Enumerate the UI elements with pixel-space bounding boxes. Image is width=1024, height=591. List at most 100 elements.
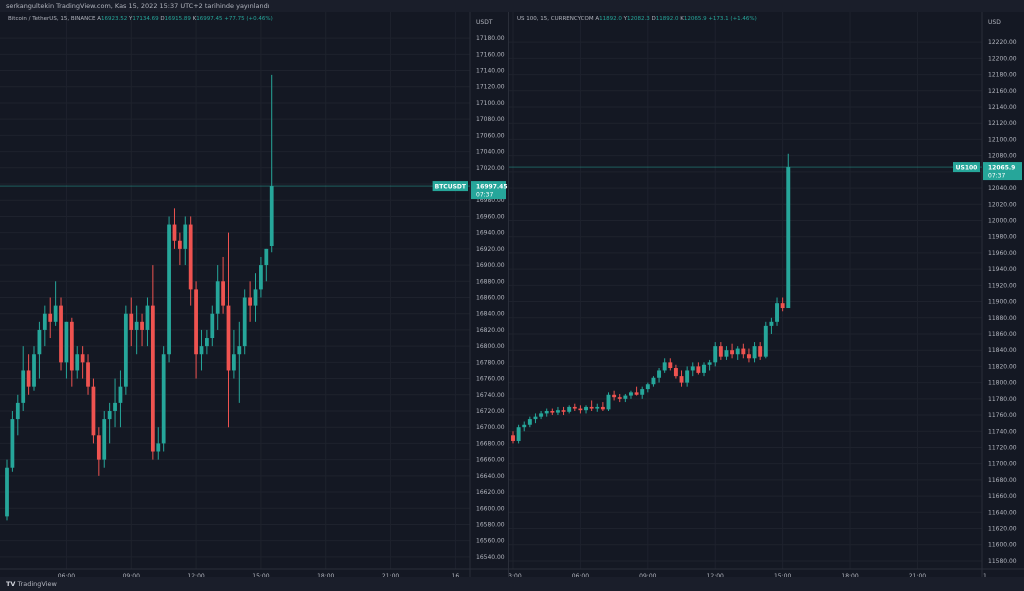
us100-candle-body: [786, 167, 791, 309]
btc-candle-body: [253, 289, 258, 306]
btc-open-label: A: [97, 16, 102, 22]
btc-candle-body: [199, 346, 204, 355]
btc-candle-body: [59, 305, 63, 363]
us100-y-tick-label: 11820.00: [988, 363, 1017, 370]
btc-candle-body: [96, 435, 101, 460]
btc-x-tick-label: 18:00: [317, 573, 334, 577]
us100-candle-body: [707, 362, 712, 365]
us100-close: 12065.9: [683, 16, 707, 22]
btc-low-label: D: [160, 16, 165, 22]
us100-candle-body: [780, 303, 785, 309]
chart-panel-btcusdt[interactable]: USDT 17180.00 17160.00 17140.00 17120.00 1710…: [0, 12, 508, 577]
us100-y-tick-label: 12100.00: [988, 136, 1017, 143]
btcusdt-chart[interactable]: USDT 17180.00 17160.00 17140.00 17120.00 1710…: [0, 12, 508, 577]
us100-x-tick-label: 18:00: [841, 573, 858, 577]
btc-candle-body: [172, 224, 177, 241]
us100-y-tick-label: 11620.00: [988, 526, 1017, 533]
btc-y-tick-label: 17060.00: [476, 132, 505, 139]
btc-candle-body: [264, 248, 269, 266]
btc-candle-body: [242, 297, 247, 347]
us100-y-tick-label: 11760.00: [988, 412, 1017, 419]
us100-candle-body: [600, 406, 605, 410]
us100-y-tick-label: 11680.00: [988, 477, 1017, 484]
btc-candle-body: [102, 419, 107, 460]
us100-countdown: 07:37: [988, 173, 1005, 180]
us100-y-tick-label: 12040.00: [988, 185, 1017, 192]
btc-candle-body: [123, 313, 128, 387]
btc-y-tick-label: 16980.00: [476, 197, 505, 204]
us100-candle-body: [713, 346, 718, 363]
us100-y-tick-label: 12020.00: [988, 201, 1017, 208]
us100-low-label: D: [651, 16, 656, 22]
us100-candle-body: [724, 350, 729, 357]
btc-candle-body: [75, 354, 80, 371]
us100-candle-body: [589, 406, 594, 409]
us100-candle-body: [612, 394, 617, 398]
btc-candle-body: [91, 386, 96, 436]
us100-candle-body: [623, 395, 628, 399]
btc-symbol-badge-label: BTCUSDT: [435, 184, 467, 191]
btc-y-tick-label: 17140.00: [476, 68, 505, 75]
us100-y-tick-label: 11920.00: [988, 282, 1017, 289]
us100-x-tick-label: 21:00: [909, 573, 926, 577]
us100-candle-body: [769, 321, 774, 326]
btc-y-tick-label: 16880.00: [476, 278, 505, 285]
btc-candle-body: [10, 419, 15, 468]
btc-x-tick-label: 12:00: [187, 573, 204, 577]
btc-symbol-badge: [432, 181, 468, 192]
us100-legend: US 100, 15, CURRENCYCOM A11892.0 Y12082.…: [517, 16, 757, 22]
btc-y-tick-label: 16700.00: [476, 424, 505, 431]
btc-high-label: Y: [129, 16, 133, 22]
us100-candle-body: [527, 419, 532, 425]
us100-candle-body: [578, 408, 583, 411]
btc-y-tick-label: 16540.00: [476, 554, 505, 561]
btc-candle-body: [21, 370, 26, 403]
us100-price-badge: [983, 162, 1022, 181]
btc-candle-body: [69, 321, 74, 371]
us100-candle-body: [617, 397, 622, 399]
btc-candle-body: [210, 313, 215, 339]
btc-candle-body: [248, 297, 252, 306]
btc-candle-body: [129, 313, 134, 330]
us100-candle-body: [730, 350, 735, 355]
btc-y-tick-label: 16720.00: [476, 408, 505, 415]
us100-candle-body: [584, 406, 588, 411]
btc-candle-body: [140, 321, 144, 330]
btc-close: 16997.45: [196, 16, 223, 22]
us100-candle-body: [758, 346, 763, 357]
btc-y-tick-label: 16580.00: [476, 521, 505, 528]
us100-candle-body: [539, 413, 544, 417]
us100-y-tick-label: 11580.00: [988, 558, 1017, 565]
us100-candle-body: [775, 303, 779, 322]
us100-y-tick-label: 11800.00: [988, 380, 1017, 387]
btc-candle-body: [134, 321, 139, 330]
btc-legend: Bitcoin / TetherUS, 15, BINANCE A16923.5…: [8, 16, 273, 22]
us100-y-tick-label: 12120.00: [988, 120, 1017, 127]
us100-y-tick-label: 11600.00: [988, 542, 1017, 549]
btc-candle-body: [53, 305, 58, 322]
btc-y-tick-label: 17120.00: [476, 84, 505, 91]
btc-y-tick-label: 16740.00: [476, 392, 505, 399]
btc-candle-body: [177, 240, 182, 249]
us100-candle-body: [718, 346, 723, 357]
us100-y-tick-label: 11780.00: [988, 396, 1017, 403]
btc-candle-body: [259, 265, 263, 290]
us100-chart[interactable]: USD 12220.00 12200.00 12180.00 12160.00 12140…: [509, 12, 1024, 577]
us100-open-label: A: [595, 16, 600, 22]
btc-x-tick-label: 09:00: [123, 573, 140, 577]
chart-panel-us100[interactable]: USD 12220.00 12200.00 12180.00 12160.00 12140…: [509, 12, 1024, 577]
us100-y-tick-label: 12160.00: [988, 88, 1017, 95]
us100-y-tick-label: 11940.00: [988, 266, 1017, 273]
btc-y-tick-label: 17040.00: [476, 149, 505, 156]
btc-y-tick-label: 16620.00: [476, 489, 505, 496]
us100-x-tick-label: 15:00: [774, 573, 791, 577]
btc-candle-body: [86, 362, 90, 387]
btc-symbol-name: Bitcoin / TetherUS, 15, BINANCE: [8, 16, 96, 22]
panel-divider[interactable]: [508, 12, 509, 577]
btc-y-tick-label: 16780.00: [476, 359, 505, 366]
us100-y-tick-label: 11660.00: [988, 493, 1017, 500]
btc-y-tick-label: 17180.00: [476, 35, 505, 42]
btc-y-tick-label: 16920.00: [476, 246, 505, 253]
us100-price-badge-value: 12065.9: [988, 165, 1015, 172]
btc-candle-body: [26, 370, 31, 387]
